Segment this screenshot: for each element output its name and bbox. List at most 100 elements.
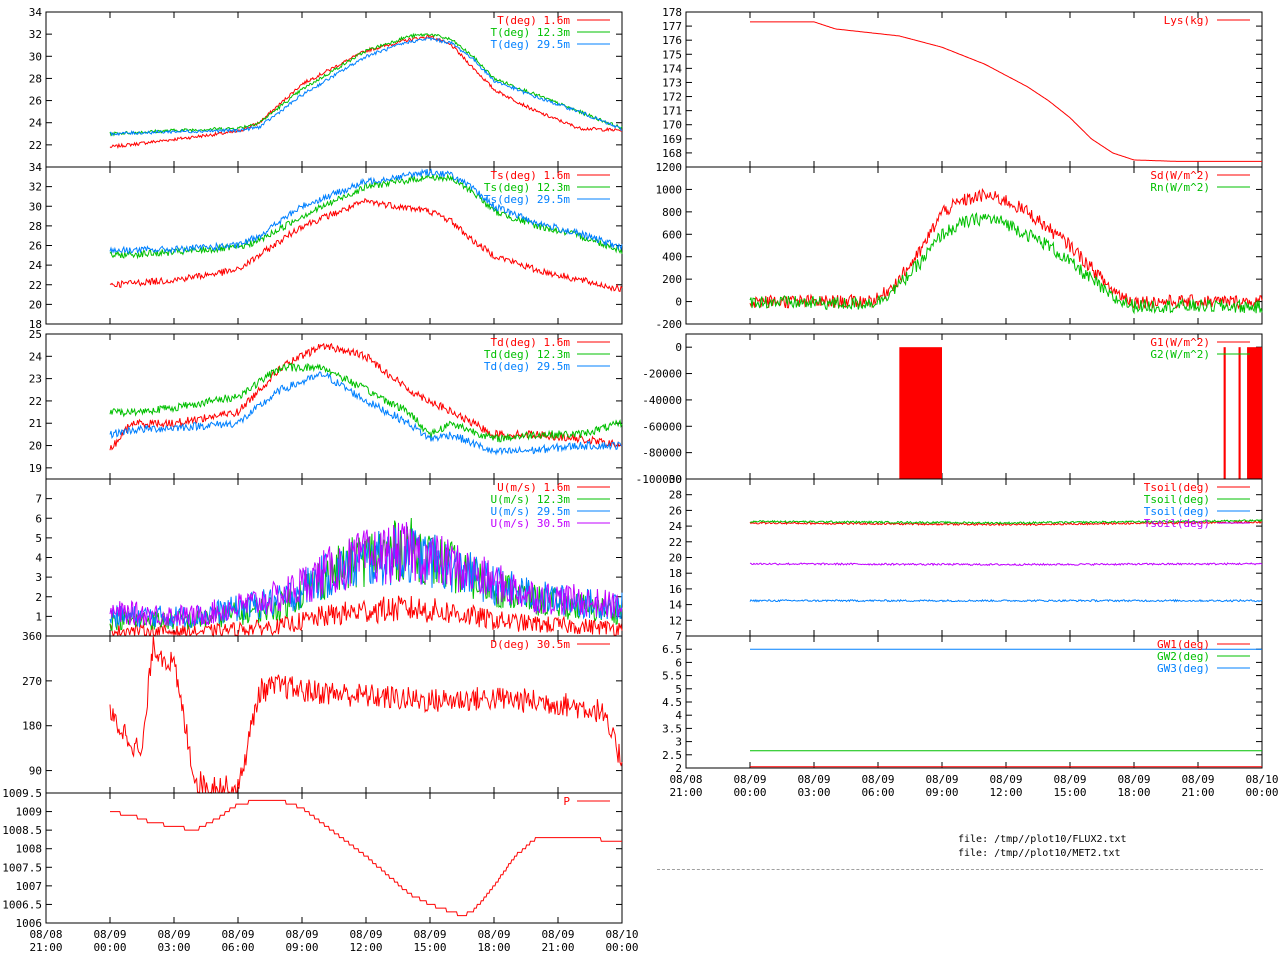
y-tick-label: 175 <box>662 48 682 61</box>
right-axis-time-label: 00:00 <box>733 786 766 799</box>
right-axis-date-label: 08/08 <box>669 773 702 786</box>
lysimeter-frame <box>685 11 1263 168</box>
wind-dir-panel: 90 180 270 360 D(deg) 30.5m <box>22 630 623 795</box>
left-axis-date-label: 08/10 <box>605 928 638 941</box>
left-axis-date-label: 08/09 <box>157 928 190 941</box>
y-tick-label: -80000 <box>642 447 682 460</box>
air-temp-panel: 22 24 26 28 30 32 34 T(deg) 1.6mT(deg) 12.3mT(d… <box>29 6 623 168</box>
y-tick-label: 2 <box>35 591 42 604</box>
y-tick-label: 22 <box>669 536 682 549</box>
y-tick-label: 5 <box>675 683 682 696</box>
y-tick-label: 1000 <box>656 183 683 196</box>
legend-label: Td(deg) 12.3m <box>484 348 570 361</box>
y-tick-label: 30 <box>669 473 682 486</box>
y-tick-label: 26 <box>29 240 42 253</box>
right-axis-date-label: 08/09 <box>1117 773 1150 786</box>
left-axis-time-label: 15:00 <box>413 941 446 954</box>
y-tick-label: 7 <box>675 630 682 643</box>
y-tick-label: 270 <box>22 675 42 688</box>
legend-label: Tsoil(deg) <box>1144 493 1210 506</box>
legend-label: T(deg) 29.5m <box>491 38 571 51</box>
legend-label: Sd(W/m^2) <box>1150 169 1210 182</box>
legend-label: Ts(deg) 12.3m <box>484 181 570 194</box>
y-tick-label: 1009 <box>16 806 43 819</box>
y-tick-label: 24 <box>29 350 43 363</box>
ground-flux-panel: -100000 -80000 -60000 -40000 -20000 0 G1(W/m^2… <box>636 333 1263 486</box>
series-line <box>749 211 1263 315</box>
y-tick-label: 1008.5 <box>2 824 42 837</box>
y-tick-label: 171 <box>662 105 682 118</box>
y-tick-label: 5 <box>35 532 42 545</box>
y-tick-label: 7 <box>35 493 42 506</box>
y-tick-label: 170 <box>662 119 682 132</box>
file-path-label: file: /tmp//plot10/FLUX2.txt <box>958 834 1127 845</box>
y-tick-label: 24 <box>669 520 683 533</box>
y-tick-label: 32 <box>29 181 42 194</box>
y-tick-label: 28 <box>29 72 42 85</box>
y-tick-label: 12 <box>669 614 682 627</box>
radiation-frame <box>685 166 1263 325</box>
left-axis-time-label: 00:00 <box>605 941 638 954</box>
flux-bar <box>1238 347 1241 479</box>
left-axis-time-label: 00:00 <box>93 941 126 954</box>
legend-label: U(m/s) 29.5m <box>491 505 571 518</box>
right-axis-date-label: 08/09 <box>1053 773 1086 786</box>
y-tick-label: 16 <box>669 583 682 596</box>
y-tick-label: 1200 <box>656 161 683 174</box>
y-tick-label: 0 <box>675 296 682 309</box>
y-tick-label: 176 <box>662 34 682 47</box>
legend-label: GW3(deg) <box>1157 662 1210 675</box>
y-tick-label: 90 <box>29 765 42 778</box>
right-axis-time-label: 21:00 <box>1181 786 1214 799</box>
legend-label: G1(W/m^2) <box>1150 336 1210 349</box>
left-axis-time-label: 12:00 <box>349 941 382 954</box>
series-line <box>109 595 623 638</box>
series-line <box>750 21 1262 162</box>
y-tick-label: 169 <box>662 133 682 146</box>
y-tick-label: 360 <box>22 630 42 643</box>
soil-temp-panel: 12141618202224262830Tsoil(deg)Tsoil(deg)… <box>669 473 1263 637</box>
left-axis-date-label: 08/09 <box>93 928 126 941</box>
right-axis-time-label: 15:00 <box>1053 786 1086 799</box>
series-line <box>109 635 623 795</box>
y-tick-label: 6.5 <box>662 643 682 656</box>
right-axis-time-label: 21:00 <box>669 786 702 799</box>
legend-label: U(m/s) 30.5m <box>491 517 571 530</box>
flux-bar <box>899 347 942 479</box>
y-tick-label: 32 <box>29 28 42 41</box>
left-axis-time-label: 21:00 <box>541 941 574 954</box>
legend-label: D(deg) 30.5m <box>491 638 571 651</box>
y-tick-label: 800 <box>662 206 682 219</box>
y-tick-label: 2 <box>675 762 682 775</box>
y-tick-label: 24 <box>29 259 43 272</box>
y-tick-label: 19 <box>29 462 42 475</box>
flux-bar <box>1247 347 1262 479</box>
series-line <box>109 342 623 451</box>
y-tick-label: 400 <box>662 251 682 264</box>
series-line <box>109 36 623 137</box>
series-line <box>109 168 623 255</box>
right-axis-date-label: 08/09 <box>861 773 894 786</box>
y-tick-label: 18 <box>29 318 42 331</box>
y-tick-label: 3 <box>35 571 42 584</box>
series-line <box>110 799 622 917</box>
y-tick-label: 18 <box>669 567 682 580</box>
y-tick-label: 6 <box>675 656 682 669</box>
y-tick-label: 25 <box>29 328 42 341</box>
series-line <box>749 598 1263 603</box>
series-line <box>749 518 1263 525</box>
y-tick-label: 34 <box>29 161 43 174</box>
series-line <box>109 371 623 456</box>
right-axis-date-label: 08/10 <box>1245 773 1278 786</box>
left-axis-time-label: 18:00 <box>477 941 510 954</box>
y-tick-label: 22 <box>29 395 42 408</box>
legend-label: P <box>563 795 570 808</box>
series-line <box>109 32 623 137</box>
left-axis-date-label: 08/09 <box>541 928 574 941</box>
y-tick-label: 5.5 <box>662 670 682 683</box>
legend-label: Tsoil(deg) <box>1144 505 1210 518</box>
left-axis-time-label: 03:00 <box>157 941 190 954</box>
